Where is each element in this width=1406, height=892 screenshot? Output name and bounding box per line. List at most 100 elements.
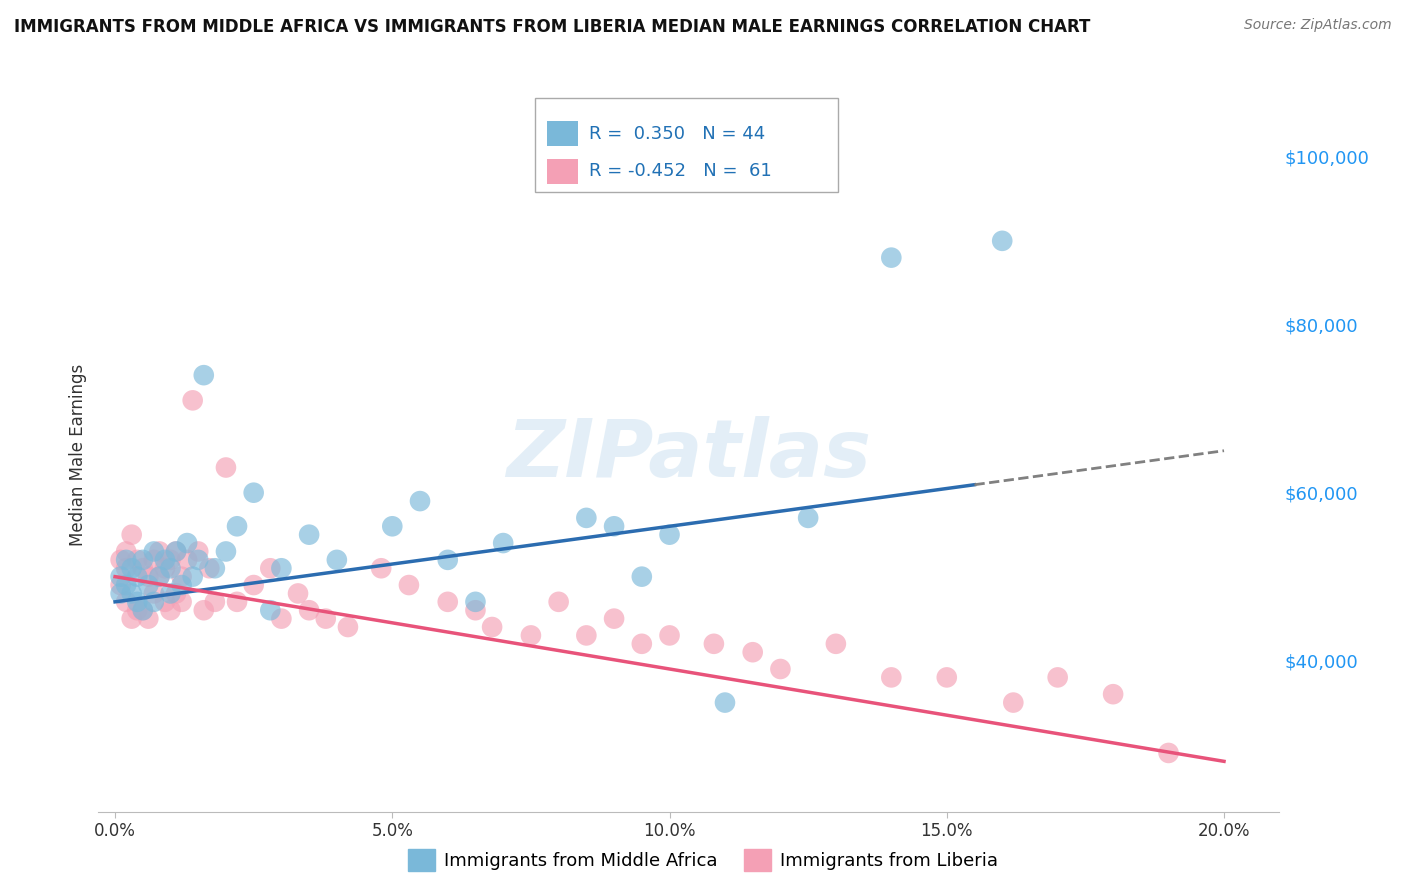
Point xyxy=(132,603,155,617)
Point xyxy=(115,578,138,592)
Point xyxy=(176,536,198,550)
Text: R = -0.452   N =  61: R = -0.452 N = 61 xyxy=(589,162,772,180)
Point xyxy=(658,628,681,642)
Point xyxy=(121,561,143,575)
Text: Source: ZipAtlas.com: Source: ZipAtlas.com xyxy=(1244,18,1392,32)
Point xyxy=(153,561,176,575)
Point xyxy=(215,460,238,475)
Point xyxy=(825,637,848,651)
Point xyxy=(176,553,198,567)
Point xyxy=(204,561,226,575)
Point xyxy=(658,527,681,541)
Point xyxy=(148,569,170,583)
Point xyxy=(1157,746,1180,760)
Point xyxy=(153,595,176,609)
Point xyxy=(110,553,132,567)
Point xyxy=(575,511,598,525)
Point xyxy=(204,595,226,609)
Point xyxy=(159,586,181,600)
Point xyxy=(603,519,626,533)
Point xyxy=(132,603,155,617)
Point xyxy=(170,578,193,592)
Point xyxy=(436,553,458,567)
Point xyxy=(492,536,515,550)
Point xyxy=(298,527,321,541)
Point xyxy=(703,637,725,651)
Point xyxy=(187,553,209,567)
Point xyxy=(159,553,181,567)
Point xyxy=(115,544,138,558)
Point xyxy=(170,569,193,583)
Point xyxy=(381,519,404,533)
Point xyxy=(315,612,337,626)
Point xyxy=(121,612,143,626)
Point xyxy=(132,561,155,575)
Point xyxy=(153,553,176,567)
Point xyxy=(1046,670,1069,684)
Point xyxy=(142,586,165,600)
Point xyxy=(336,620,359,634)
Point xyxy=(769,662,792,676)
Point xyxy=(115,553,138,567)
Point xyxy=(520,628,543,642)
Point xyxy=(148,544,170,558)
Point xyxy=(259,603,281,617)
Point xyxy=(110,578,132,592)
Point xyxy=(464,595,486,609)
Point xyxy=(170,595,193,609)
Point xyxy=(165,586,187,600)
Point xyxy=(215,544,238,558)
Point xyxy=(603,612,626,626)
Point xyxy=(193,368,215,383)
Point xyxy=(409,494,432,508)
Point xyxy=(142,553,165,567)
Point xyxy=(159,561,181,575)
Point xyxy=(226,519,249,533)
Point xyxy=(270,561,292,575)
Point xyxy=(115,561,138,575)
Point xyxy=(165,544,187,558)
Point xyxy=(181,569,204,583)
Point xyxy=(436,595,458,609)
Point xyxy=(148,569,170,583)
Point xyxy=(136,612,159,626)
Point xyxy=(110,569,132,583)
Point xyxy=(127,569,149,583)
Point xyxy=(797,511,820,525)
Point xyxy=(198,561,221,575)
Point xyxy=(547,595,569,609)
Point xyxy=(127,553,149,567)
Point xyxy=(127,603,149,617)
Point xyxy=(714,696,737,710)
Point xyxy=(259,561,281,575)
Point xyxy=(481,620,503,634)
Point xyxy=(187,544,209,558)
Point xyxy=(270,612,292,626)
Point xyxy=(287,586,309,600)
Point xyxy=(464,603,486,617)
Point xyxy=(193,603,215,617)
Point xyxy=(121,586,143,600)
Point xyxy=(242,578,264,592)
Point xyxy=(165,544,187,558)
Y-axis label: Median Male Earnings: Median Male Earnings xyxy=(69,364,87,546)
Point xyxy=(630,569,652,583)
Point xyxy=(1102,687,1125,701)
Point xyxy=(326,553,349,567)
Point xyxy=(298,603,321,617)
Legend: Immigrants from Middle Africa, Immigrants from Liberia: Immigrants from Middle Africa, Immigrant… xyxy=(401,842,1005,879)
Text: ZIPatlas: ZIPatlas xyxy=(506,416,872,494)
Point xyxy=(226,595,249,609)
Text: R =  0.350   N = 44: R = 0.350 N = 44 xyxy=(589,125,765,143)
Point xyxy=(1002,696,1025,710)
Point xyxy=(142,544,165,558)
Point xyxy=(136,578,159,592)
Point xyxy=(741,645,763,659)
Point xyxy=(575,628,598,642)
Point xyxy=(935,670,957,684)
Point xyxy=(630,637,652,651)
Point xyxy=(136,569,159,583)
Point xyxy=(370,561,392,575)
Point xyxy=(991,234,1014,248)
Text: IMMIGRANTS FROM MIDDLE AFRICA VS IMMIGRANTS FROM LIBERIA MEDIAN MALE EARNINGS CO: IMMIGRANTS FROM MIDDLE AFRICA VS IMMIGRA… xyxy=(14,18,1091,36)
